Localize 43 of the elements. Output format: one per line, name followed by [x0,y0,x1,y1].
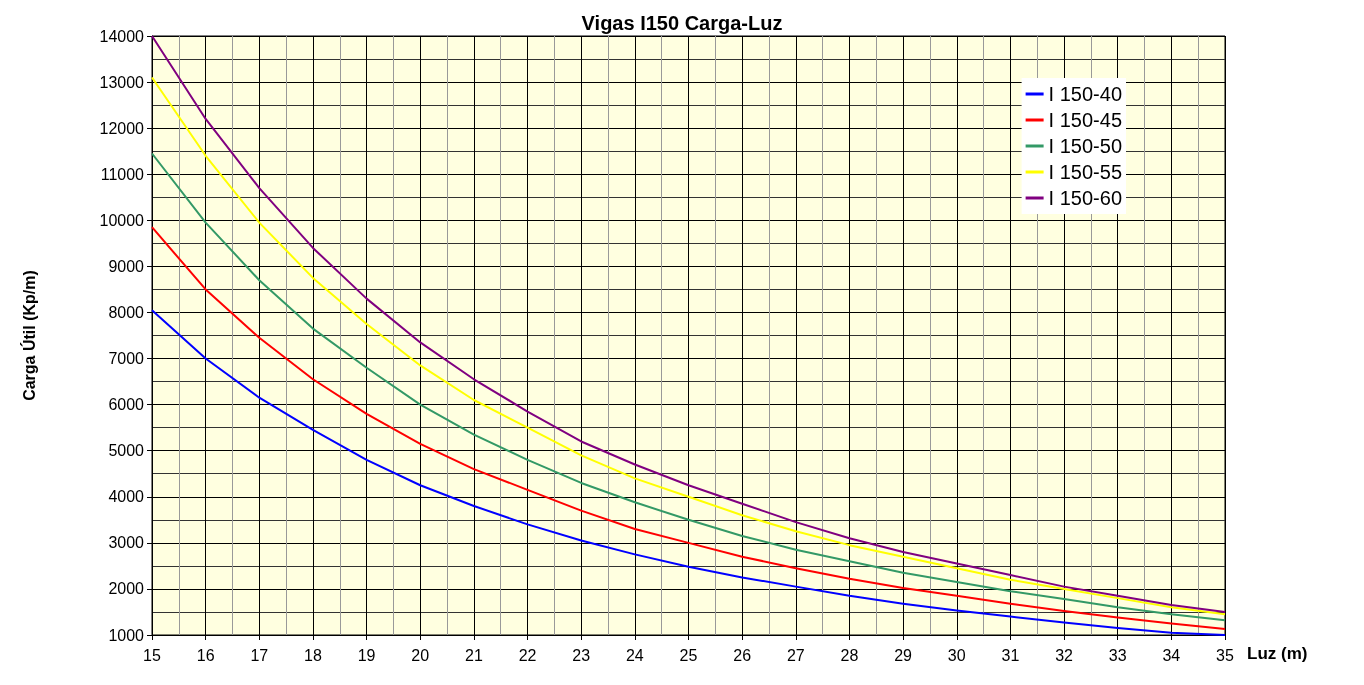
y-tick-label: 3000 [108,534,145,552]
x-tick-label: 34 [1162,646,1181,664]
legend-label: I 150-55 [1048,161,1122,183]
x-axis-title: Luz (m) [1247,644,1308,663]
y-tick-label: 6000 [108,396,145,414]
legend-label: I 150-45 [1048,109,1122,131]
x-tick-label: 27 [786,646,805,664]
legend-label: I 150-50 [1048,135,1122,157]
y-tick-label: 1000 [108,626,145,644]
y-tick-label: 12000 [99,119,145,137]
x-tick-label: 25 [679,646,698,664]
y-tick-label: 2000 [108,580,145,598]
x-tick-label: 16 [196,646,215,664]
y-tick-label: 4000 [108,488,145,506]
x-tick-label: 19 [357,646,376,664]
legend-label: I 150-40 [1048,83,1122,105]
y-tick-label: 9000 [108,257,145,275]
x-tick-label: 33 [1108,646,1127,664]
y-tick-label: 8000 [108,303,145,321]
y-axis-title: Carga Útil (Kp/m) [19,270,38,401]
x-tick-label: 35 [1216,646,1234,664]
x-tick-label: 18 [304,646,322,664]
x-tick-label: 17 [250,646,269,664]
legend-label: I 150-60 [1048,187,1122,209]
y-tick-label: 11000 [100,165,145,183]
y-tick-label: 14000 [99,27,145,45]
x-tick-label: 26 [733,646,752,664]
x-tick-label: 30 [947,646,966,664]
x-tick-label: 21 [465,646,483,664]
x-tick-label: 15 [143,646,161,664]
y-tick-label: 5000 [108,442,145,460]
x-tick-label: 29 [894,646,913,664]
x-tick-label: 31 [1001,646,1020,664]
y-tick-label: 13000 [99,73,145,91]
chart-title: Vigas I150 Carga-Luz [581,12,783,34]
x-tick-label: 28 [840,646,859,664]
x-tick-label: 22 [518,646,537,664]
x-tick-label: 32 [1055,646,1074,664]
x-tick-label: 20 [411,646,430,664]
y-tick-label: 10000 [99,211,145,229]
y-tick-label: 7000 [108,350,145,368]
x-tick-label: 23 [572,646,591,664]
x-tick-label: 24 [625,646,644,664]
